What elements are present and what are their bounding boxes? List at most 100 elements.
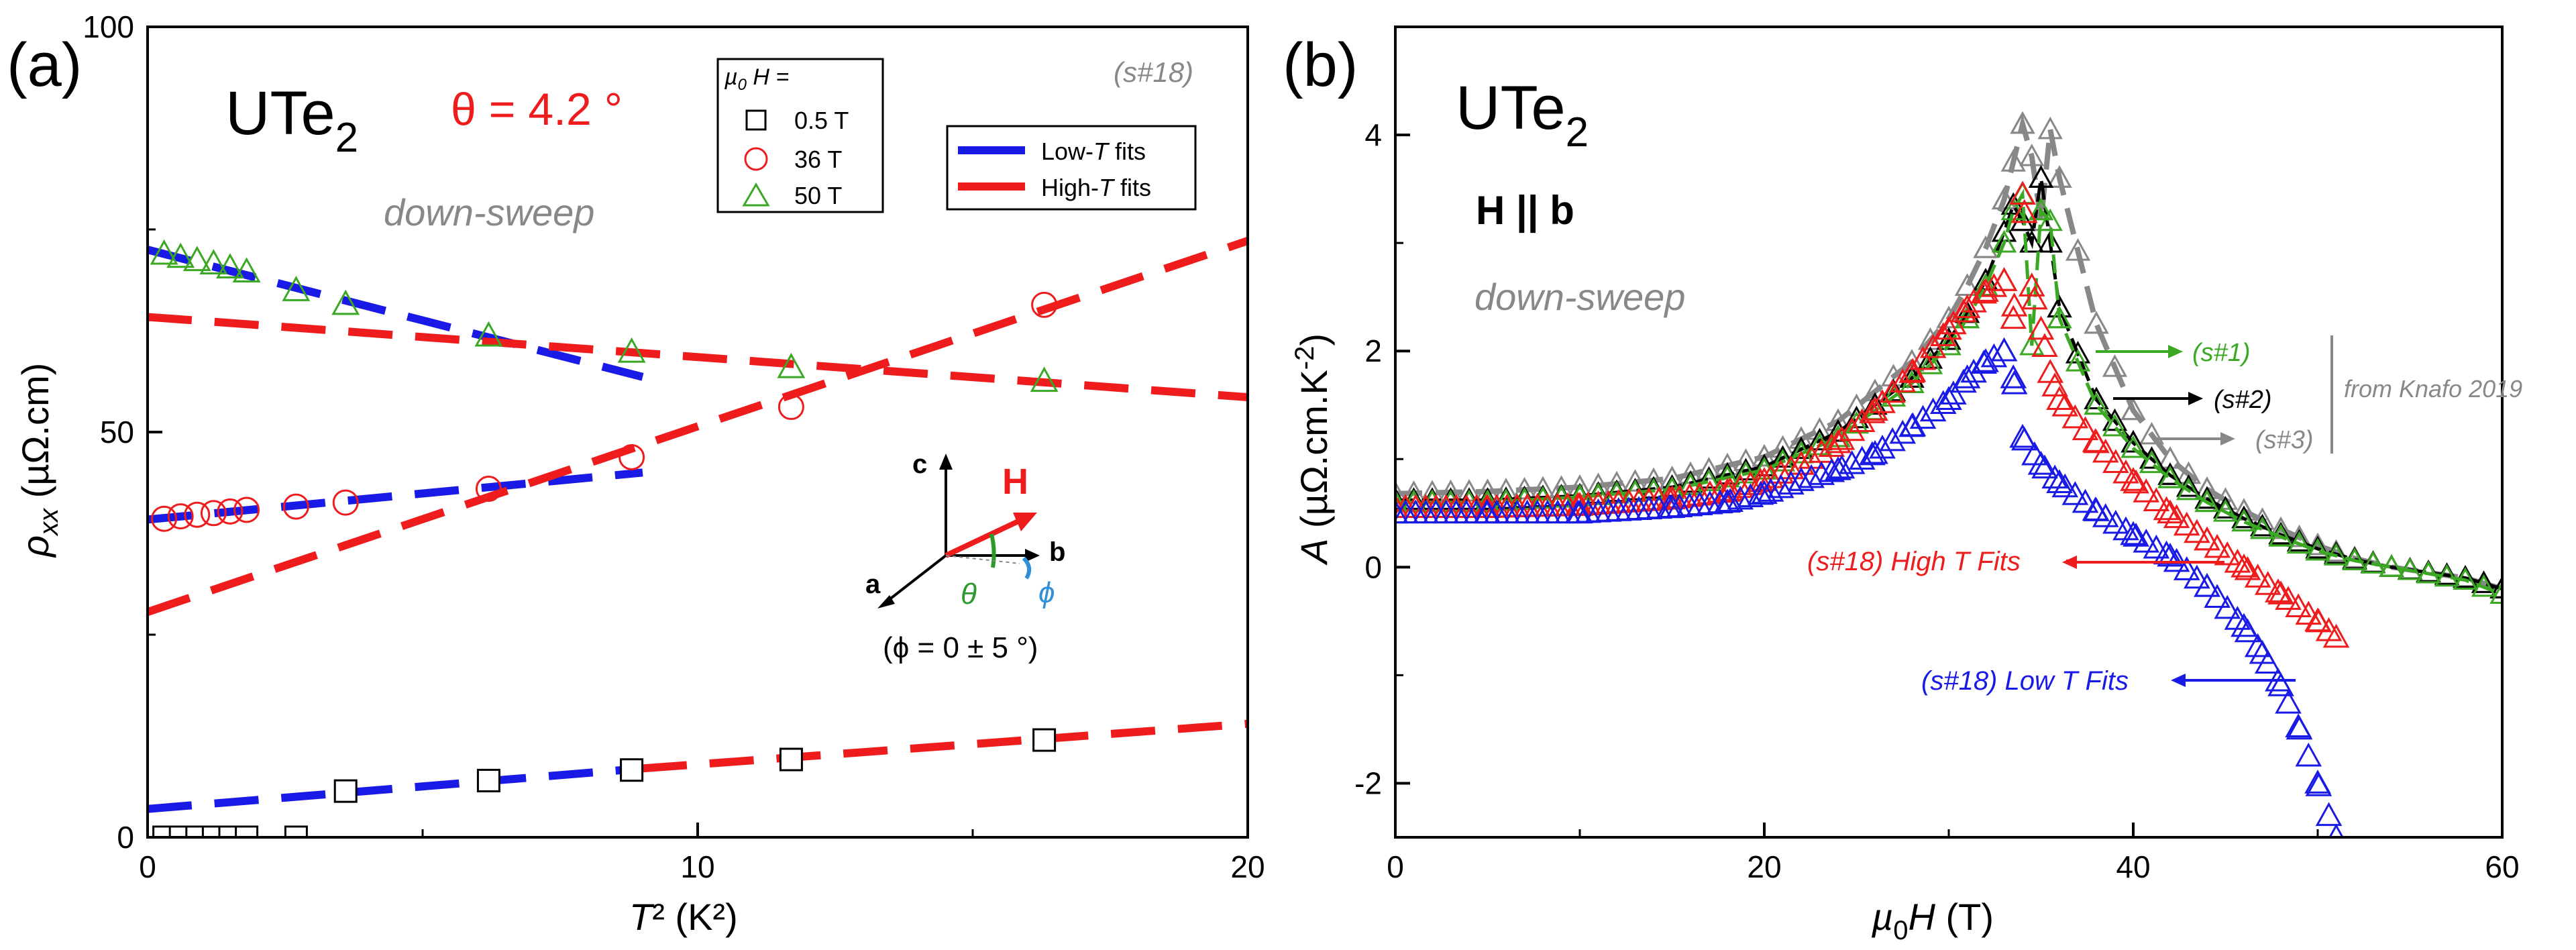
data-point [1031,291,1058,318]
data-point [2061,404,2089,429]
data-point [1862,439,1888,464]
fits-legend-box [946,125,1197,211]
data-point [1032,728,1057,752]
data-point [1879,427,1906,452]
data-point [2120,521,2147,545]
data-point [2212,499,2239,522]
data-point [1707,478,1733,503]
data-point [2360,551,2386,574]
data-point [2173,556,2200,580]
data-point [1658,494,1686,519]
data-point [2065,349,2091,372]
data-point [1395,494,1409,519]
data-point [2047,305,2072,329]
data-point [2061,481,2089,505]
data-point [2084,386,2109,410]
data-point [2157,466,2183,488]
data-point [2051,392,2079,417]
panel-a-xtick-label: 20 [1230,849,1265,884]
fit-line [148,764,643,813]
panel-b-annotations: (s#1) (s#2) (s#3) from Knafo 2019 (s#18)… [1807,335,2522,696]
data-point [167,503,194,530]
data-point [2249,639,2276,664]
axis-b-arrowhead [1025,549,1040,562]
phi-arc [1022,556,1032,580]
data-point [233,496,260,523]
marker-legend-box [716,58,884,213]
data-point [474,321,503,347]
s2-label: (s#2) [2214,386,2272,414]
data-point [2010,208,2035,231]
data-point [1862,392,1888,415]
data-point [1714,478,1741,502]
data-point [1788,467,1815,491]
data-point [1898,413,1925,437]
data-point [199,249,228,274]
panel-a: (a) 0 10 20 0 50 100 UTe2 θ = 4.2 ° down-swee… [7,9,1265,938]
data-point [2214,594,2241,619]
h-vector-label: H [1002,462,1028,502]
data-point [2123,523,2149,547]
phi-label: ϕ [1038,576,1055,609]
panel-b-xtick-label: 60 [2485,849,2519,884]
data-point [2322,623,2350,648]
data-point [2176,477,2202,500]
legend-square-marker [745,109,767,131]
fit-line [148,246,644,381]
data-point [2249,516,2275,539]
data-point [1696,466,1722,489]
data-point [2019,144,2045,166]
data-point [475,476,502,503]
data-point [1899,349,1925,372]
data-point [2295,742,2322,767]
data-point [476,768,500,792]
data-point [2010,111,2035,134]
phi-note: (ϕ = 0 ± 5 °) [883,631,1038,664]
data-point [2102,354,2128,377]
data-point [1973,235,1998,258]
data-point [1825,429,1851,454]
marker-legend-header: µ0 H = [724,64,789,94]
data-point [2286,529,2312,551]
data-point [2021,285,2048,310]
data-point [1474,487,1501,510]
data-point [1767,474,1794,498]
data-point [1727,485,1754,510]
data-point [2084,311,2109,334]
data-point [2028,197,2054,221]
data-point [1990,267,2018,291]
panel-b-xtick-label: 40 [2116,849,2150,884]
data-point [1889,419,1917,444]
data-point [1807,417,1833,440]
data-point [1818,458,1845,482]
data-point [1585,482,1611,505]
panel-b-sweep-label: down-sweep [1474,276,1685,318]
data-point [1030,366,1059,392]
low-t-pointer-head [2171,674,2186,687]
data-point [2286,531,2312,554]
panel-a-data-points [150,239,1059,837]
data-point [617,337,646,363]
data-point [2102,509,2129,534]
data-point [1747,468,1774,492]
panel-a-marker-legend: µ0 H = 0.5 T 36 T 50 T [716,58,884,213]
fit-line [148,468,643,524]
data-point [235,825,259,837]
axis-a-arrow [884,554,947,604]
data-point [1395,487,1408,510]
panel-b-ticks: 0 20 40 60 -2 0 2 4 [1354,25,2520,884]
data-point [1953,364,1981,388]
data-point [2000,293,2028,317]
data-point [2102,413,2128,437]
data-point [2434,564,2460,587]
data-point [1935,386,1962,410]
data-point [1788,441,1814,464]
data-point [166,242,195,268]
data-point [2143,534,2170,559]
data-point [2157,499,2184,524]
fit-line [642,719,1248,773]
data-point [2214,541,2241,566]
data-point [1940,310,1967,335]
data-point [200,500,227,527]
data-point [2471,570,2497,593]
